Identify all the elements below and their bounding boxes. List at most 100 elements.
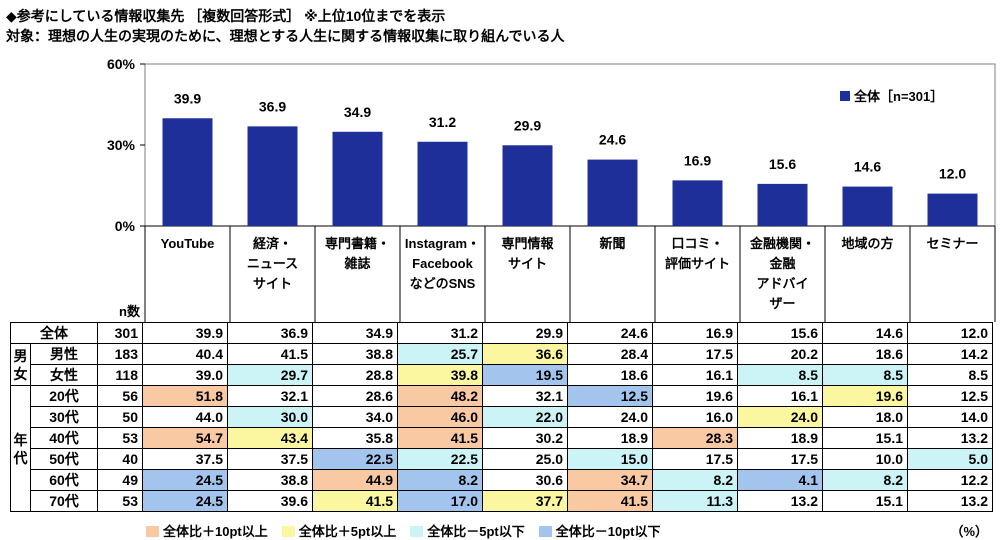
legend-label: 全体比－5pt以下 [427,524,525,539]
value-cell: 13.2 [907,490,993,512]
category-label: 地域の方 [841,236,893,251]
legend-swatch [281,526,295,537]
value-cell: 5.0 [907,448,993,470]
value-cell: 24.0 [737,406,823,428]
category-label: 新聞 [599,236,625,251]
value-cell: 18.0 [822,406,908,428]
category-label: 専門書籍・ [325,236,390,251]
page-title: ◆参考にしている情報収集先 ［複数回答形式］ ※上位10位までを表示 [6,8,446,24]
value-cell: 22.5 [397,448,483,470]
legend-swatch [538,526,552,537]
row-label: 70代 [30,490,98,512]
value-cell: 14.2 [907,343,993,365]
value-cell: 20.2 [737,343,823,365]
n-cell: 56 [97,385,143,407]
value-cell: 51.8 [142,385,228,407]
row-label: 全体 [10,322,98,344]
value-cell: 11.3 [652,490,738,512]
category-label: 経済・ [253,236,292,251]
category-label: サイト [253,276,292,291]
value-cell: 16.1 [652,364,738,386]
legend-label: 全体比＋5pt以上 [298,524,397,539]
value-cell: 30.0 [227,406,313,428]
value-cell: 18.9 [737,427,823,449]
legend-label: 全体比＋10pt以上 [163,524,268,539]
value-cell: 24.0 [567,406,653,428]
category-label: Facebook [412,256,473,271]
bar [332,131,383,226]
value-cell: 8.2 [822,469,908,491]
value-cell: 16.1 [737,385,823,407]
bar-value-label: 36.9 [259,98,286,114]
value-cell: 15.0 [567,448,653,470]
value-cell: 10.0 [822,448,908,470]
category-label: 口コミ・ [671,236,723,251]
page-subtitle: 対象：理想の人生の実現のために、理想とする人生に関する情報収集に取り組んでいる人 [6,28,565,44]
n-cell: 49 [97,469,143,491]
value-cell: 8.2 [652,469,738,491]
value-cell: 34.0 [312,406,398,428]
table-row: 70代 53 24.5 39.6 41.5 17.0 37.7 41.5 11.3 13.2 15.… [11,490,993,512]
category-label: アドバイ [756,276,808,291]
category-label: 金融機関・ [749,236,815,251]
bar-value-label: 24.6 [599,132,626,148]
bar [757,183,808,226]
value-cell: 28.4 [567,343,653,365]
legend-swatch [840,91,850,101]
value-cell: 36.9 [227,322,313,344]
value-cell: 34.7 [567,469,653,491]
value-cell: 13.2 [737,490,823,512]
value-cell: 17.5 [737,448,823,470]
value-cell: 39.6 [227,490,313,512]
value-cell: 37.7 [482,490,568,512]
value-cell: 30.6 [482,469,568,491]
table-row: 女性 118 39.0 29.7 28.8 39.8 19.5 18.6 16.1 8.5 8.5 8… [11,364,993,386]
value-cell: 25.7 [397,343,483,365]
value-cell: 32.1 [227,385,313,407]
category-label: などのSNS [410,276,476,291]
value-cell: 14.0 [907,406,993,428]
bar [927,193,978,226]
bar [502,145,553,226]
table-row: 年代 20代 56 51.8 32.1 28.6 48.2 32.1 12.5 19.6 16.1 1… [10,385,993,512]
table-row: 60代 49 24.5 38.8 44.9 8.2 30.6 34.7 8.2 4.1 8.2 12.… [11,469,993,491]
bar-value-label: 29.9 [514,117,541,133]
category-label: サイト [508,256,547,271]
value-cell: 17.5 [652,343,738,365]
value-cell: 12.0 [907,322,993,344]
bar-value-label: 14.6 [854,159,881,175]
value-cell: 22.5 [312,448,398,470]
value-cell: 16.0 [652,406,738,428]
bar-chart: 0%30%60%39.9YouTube36.9経済・ニュースサイト34.9専門書… [107,56,996,322]
bar [247,126,298,226]
value-cell: 24.5 [142,469,228,491]
y-tick-label: 30% [107,137,136,153]
value-cell: 37.5 [142,448,228,470]
value-cell: 22.0 [482,406,568,428]
value-cell: 36.6 [482,343,568,365]
value-cell: 24.6 [567,322,653,344]
row-label: 60代 [30,469,98,491]
legend-item: 全体比＋5pt以上 [281,521,397,540]
row-label: 50代 [30,448,98,470]
value-cell: 18.9 [567,427,653,449]
y-tick-label: 0% [115,218,136,234]
value-cell: 34.9 [312,322,398,344]
value-cell: 8.2 [397,469,483,491]
value-cell: 29.7 [227,364,313,386]
legend-label: 全体［n=301］ [853,89,943,104]
table-row: 30代 50 44.0 30.0 34.0 46.0 22.0 24.0 16.0 24.0 18.… [11,406,993,428]
value-cell: 8.5 [822,364,908,386]
value-cell: 44.9 [312,469,398,491]
legend-item: 全体比－10pt以下 [538,521,661,540]
legend-item: 全体比＋10pt以上 [146,521,268,540]
row-label: 30代 [30,406,98,428]
value-cell: 15.1 [822,490,908,512]
value-cell: 28.3 [652,427,738,449]
value-cell: 24.5 [142,490,228,512]
value-cell: 38.8 [312,343,398,365]
legend-swatch [410,526,424,537]
n-cell: 53 [97,427,143,449]
n-header: n数 [119,304,141,319]
value-cell: 25.0 [482,448,568,470]
